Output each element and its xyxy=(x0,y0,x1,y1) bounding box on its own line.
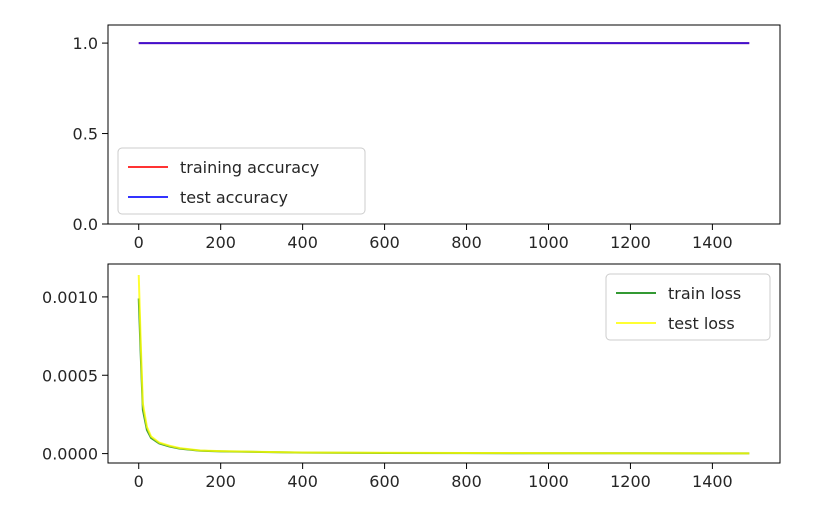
x-tick-label: 1000 xyxy=(528,233,569,252)
accuracy-plot: 0 200 400 600 800 1000 1200 1400 0.0 0.5 1.0 train… xyxy=(73,24,781,252)
x-tick-label: 600 xyxy=(369,233,400,252)
loss-plot: 0 200 400 600 800 1000 1200 1400 0.0000 0.0005 0.0… xyxy=(42,263,781,491)
x-tick-label: 0 xyxy=(134,233,144,252)
legend-label: test loss xyxy=(668,314,735,333)
x-tick-label: 800 xyxy=(451,233,482,252)
y-tick-label: 0.5 xyxy=(73,125,98,144)
x-tick-label: 0 xyxy=(134,472,144,491)
x-tick-label: 1200 xyxy=(610,233,651,252)
x-tick-label: 1400 xyxy=(692,233,733,252)
x-tick-label: 1200 xyxy=(610,472,651,491)
loss-plot-ticks: 0 200 400 600 800 1000 1200 1400 0.0000 0.0005 0.0… xyxy=(42,288,733,491)
x-tick-label: 400 xyxy=(287,233,318,252)
x-tick-label: 400 xyxy=(287,472,318,491)
x-tick-label: 1000 xyxy=(528,472,569,491)
x-tick-label: 600 xyxy=(369,472,400,491)
accuracy-plot-frame xyxy=(107,24,781,225)
y-tick-label: 0.0005 xyxy=(42,366,98,385)
loss-plot-lines xyxy=(137,274,750,455)
series-line-test-loss xyxy=(137,274,750,455)
y-tick-label: 1.0 xyxy=(73,34,98,53)
loss-plot-frame xyxy=(107,263,781,464)
legend-box xyxy=(117,147,366,215)
legend-label: train loss xyxy=(668,284,741,303)
x-tick-label: 200 xyxy=(205,472,236,491)
y-tick-label: 0.0010 xyxy=(42,288,98,307)
x-tick-label: 800 xyxy=(451,472,482,491)
loss-legend: train loss test loss xyxy=(605,273,771,341)
y-tick-label: 0.0000 xyxy=(42,445,98,464)
accuracy-plot-ticks: 0 200 400 600 800 1000 1200 1400 0.0 0.5 1.0 xyxy=(73,34,733,252)
y-tick-label: 0.0 xyxy=(73,215,98,234)
legend-label: test accuracy xyxy=(180,188,288,207)
legend-label: training accuracy xyxy=(180,158,319,177)
accuracy-legend: training accuracy test accuracy xyxy=(117,147,366,215)
x-tick-label: 200 xyxy=(205,233,236,252)
x-tick-label: 1400 xyxy=(692,472,733,491)
